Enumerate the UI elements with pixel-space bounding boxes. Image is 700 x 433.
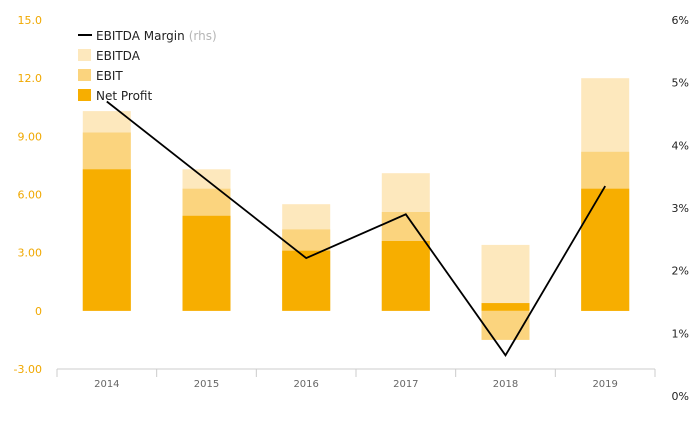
left-tick-label: 12.0	[18, 72, 43, 85]
bars-layer	[82, 78, 630, 340]
legend-label-net-profit: Net Profit	[96, 89, 152, 103]
legend-swatch-net-profit	[78, 89, 91, 101]
bar-net-profit-2016	[282, 250, 331, 311]
line-ebitda-margin	[106, 100, 606, 357]
right-tick-label: 3%	[672, 202, 689, 215]
left-tick-label: 9.00	[18, 130, 43, 143]
legend-swatch-ebit	[78, 69, 91, 81]
legend-label-ebitda-margin: EBITDA Margin	[96, 29, 185, 43]
x-tick-label-2015: 2015	[194, 379, 219, 390]
left-tick-label: 3.00	[18, 247, 43, 260]
right-tick-label: 2%	[672, 265, 689, 278]
x-tick-label-2019: 2019	[592, 379, 617, 390]
legend: EBITDA Margin (rhs) EBITDA EBIT Net Profit	[78, 29, 217, 103]
bar-net-profit-2018	[481, 303, 530, 311]
left-tick-label: -3.00	[14, 363, 42, 376]
x-tick-label-2014: 2014	[94, 379, 119, 390]
legend-label-ebit: EBIT	[96, 69, 123, 83]
left-tick-label: 0	[35, 305, 42, 318]
x-tick-label-2017: 2017	[393, 379, 418, 390]
left-tick-label: 15.0	[18, 14, 43, 27]
left-axis-ticks: -3.00 0 3.00 6.00 9.00 12.0 15.0	[14, 14, 42, 376]
ebitda-margin-line-layer	[106, 100, 606, 357]
bar-net-profit-2015	[182, 215, 231, 311]
right-tick-label: 1%	[672, 327, 689, 340]
x-axis: 2014 2015 2016 2017 2018 2019	[56, 368, 656, 390]
legend-label-ebitda: EBITDA	[96, 49, 141, 63]
right-axis-ticks: 0% 1% 2% 3% 4% 5% 6%	[672, 14, 689, 403]
x-tick-label-2016: 2016	[293, 379, 318, 390]
left-tick-label: 6.00	[18, 189, 43, 202]
bar-net-profit-2019	[581, 188, 630, 311]
bar-net-profit-2017	[381, 241, 430, 311]
right-tick-label: 0%	[672, 390, 689, 403]
legend-item-ebitda-margin: EBITDA Margin (rhs)	[78, 29, 217, 43]
right-tick-label: 6%	[672, 14, 689, 27]
right-tick-label: 5%	[672, 77, 689, 90]
legend-item-net-profit: Net Profit	[78, 89, 152, 103]
bar-ebit-negative-2018	[481, 310, 530, 340]
legend-swatch-ebitda	[78, 49, 91, 61]
legend-item-ebitda: EBITDA	[78, 49, 141, 63]
bar-ebitda-2018	[481, 244, 530, 311]
bar-net-profit-2014	[82, 169, 131, 311]
x-tick-label-2018: 2018	[493, 379, 518, 390]
legend-note-rhs: (rhs)	[189, 29, 217, 43]
legend-item-ebit: EBIT	[78, 69, 123, 83]
right-tick-label: 4%	[672, 139, 689, 152]
